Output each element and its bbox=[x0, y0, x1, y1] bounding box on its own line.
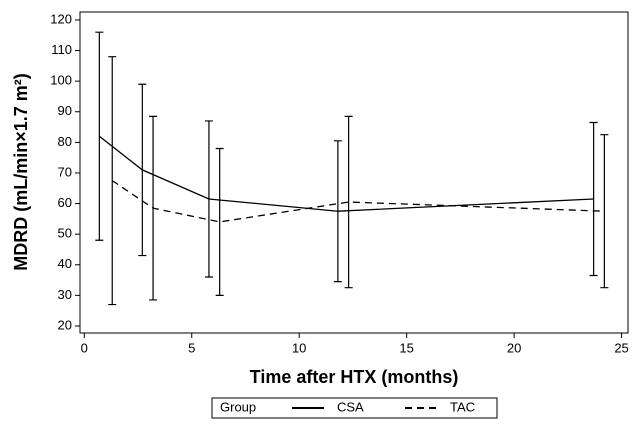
y-tick-label: 30 bbox=[58, 287, 72, 302]
y-tick-label: 90 bbox=[58, 103, 72, 118]
error-bar bbox=[149, 115, 158, 301]
error-bar bbox=[138, 83, 147, 257]
x-tick-label: 0 bbox=[81, 340, 88, 355]
error-bar bbox=[344, 115, 353, 289]
y-tick-label: 110 bbox=[51, 42, 72, 57]
x-tick-label: 20 bbox=[507, 340, 521, 355]
error-bar bbox=[600, 134, 609, 289]
x-tick-label: 10 bbox=[292, 340, 306, 355]
y-tick-label: 20 bbox=[58, 317, 72, 332]
x-tick-label: 5 bbox=[188, 340, 195, 355]
y-axis-label: MDRD (mL/min×1.7 m²) bbox=[11, 73, 31, 271]
error-bar bbox=[95, 31, 104, 241]
legend-label: CSA bbox=[337, 399, 364, 414]
y-tick-label: 40 bbox=[58, 256, 72, 271]
y-tick-label: 120 bbox=[50, 11, 72, 26]
plot-frame bbox=[79, 11, 629, 334]
legend-label: TAC bbox=[450, 399, 475, 414]
error-bar bbox=[333, 140, 342, 283]
series-line bbox=[98, 135, 594, 212]
y-tick-label: 50 bbox=[58, 226, 72, 241]
error-bar bbox=[589, 121, 598, 277]
error-bar bbox=[215, 147, 224, 296]
x-tick-label: 25 bbox=[614, 340, 628, 355]
y-tick-label: 60 bbox=[58, 195, 72, 210]
x-axis-label: Time after HTX (months) bbox=[250, 367, 459, 387]
series-line bbox=[111, 180, 605, 223]
legend-box bbox=[211, 397, 498, 419]
error-bar bbox=[204, 120, 213, 278]
y-tick-label: 80 bbox=[58, 134, 72, 149]
y-tick-label: 100 bbox=[50, 73, 72, 88]
legend-title: Group bbox=[220, 399, 256, 414]
error-bar bbox=[108, 56, 117, 306]
x-tick-label: 15 bbox=[399, 340, 413, 355]
y-tick-label: 70 bbox=[58, 164, 72, 179]
